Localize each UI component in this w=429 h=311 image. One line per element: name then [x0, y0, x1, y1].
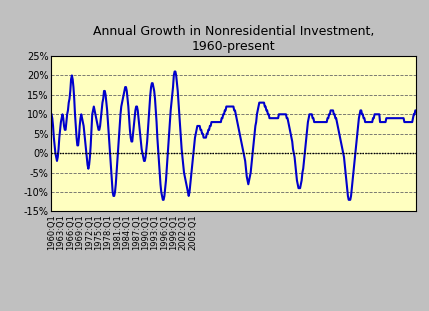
Title: Annual Growth in Nonresidential Investment,
1960-present: Annual Growth in Nonresidential Investme… [93, 26, 375, 53]
